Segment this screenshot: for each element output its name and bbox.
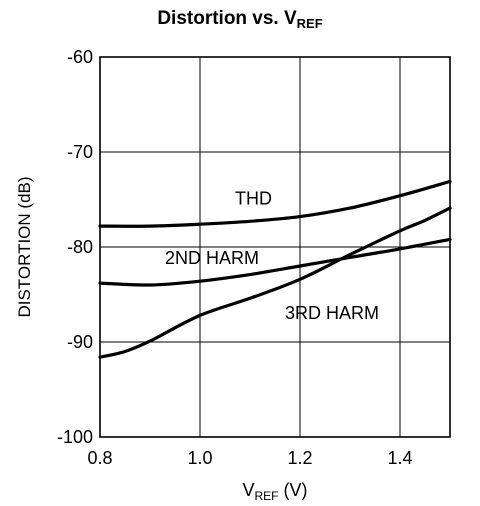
y-tick-label: -90 bbox=[67, 332, 93, 352]
chart-title-subscript: REF bbox=[296, 16, 323, 31]
series-line-3rd-harm bbox=[98, 206, 452, 359]
tick-label-layer: 0.8 1.0 1.2 1.4 -60 -70 -80 -90 -100 bbox=[57, 47, 413, 468]
chart-title: Distortion vs. VREF bbox=[0, 8, 480, 31]
x-tick-label: 0.8 bbox=[87, 448, 112, 468]
y-tick-label: -70 bbox=[67, 142, 93, 162]
annotation-layer: THD 2ND HARM 3RD HARM bbox=[165, 188, 379, 323]
x-tick-label: 1.4 bbox=[387, 448, 412, 468]
plot-frame bbox=[99, 56, 451, 438]
grid-layer bbox=[99, 56, 450, 438]
y-tick-label: -100 bbox=[57, 427, 93, 447]
x-axis-label-unit: (V) bbox=[278, 480, 308, 500]
y-tick-label: -60 bbox=[67, 47, 93, 67]
y-tick-label: -80 bbox=[67, 237, 93, 257]
curve-label-3rd-harm: 3RD HARM bbox=[285, 303, 379, 323]
x-tick-label: 1.2 bbox=[287, 448, 312, 468]
x-axis-label-main: V bbox=[242, 480, 255, 500]
x-tick-label: 1.0 bbox=[187, 448, 212, 468]
series-line-2nd-harm bbox=[98, 237, 452, 287]
curve-layer bbox=[98, 179, 452, 359]
series-line-thd bbox=[98, 179, 452, 228]
x-axis-label: VREF (V) bbox=[100, 480, 450, 503]
x-axis-label-subscript: REF bbox=[254, 489, 279, 503]
y-axis-label: DISTORTION (dB) bbox=[15, 176, 34, 317]
chart-title-main: Distortion vs. V bbox=[157, 8, 297, 29]
curve-label-2nd-harm: 2ND HARM bbox=[165, 248, 259, 268]
curve-label-thd: THD bbox=[235, 188, 272, 208]
